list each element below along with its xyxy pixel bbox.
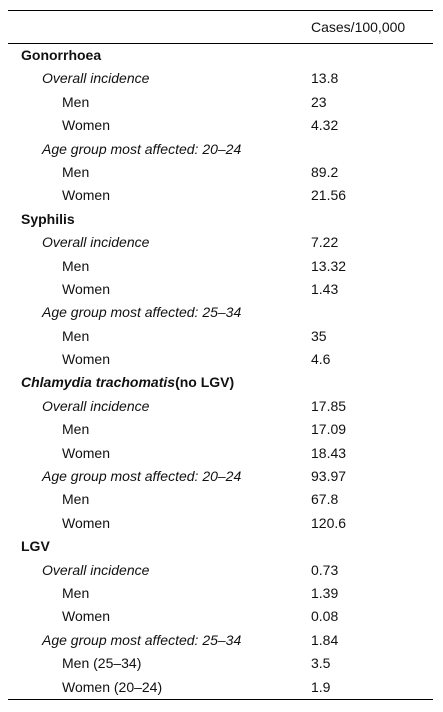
row-value: 17.85 (311, 397, 347, 414)
row-value: 21.56 (311, 187, 347, 204)
row-label: Men (62, 93, 90, 110)
row-value: 120.6 (311, 514, 347, 531)
row-label: Age group most affected: 20–24 (42, 468, 242, 485)
group-row: Age group most affected: 25–34 1.84 (8, 629, 433, 652)
section-row: Syphilis (8, 208, 433, 231)
row-label: Overall incidence (42, 397, 150, 414)
row-value: 0.73 (311, 561, 339, 578)
row-value: 4.6 (311, 351, 331, 368)
row-label: Men (62, 421, 90, 438)
row-value: 1.39 (311, 584, 339, 601)
group-row: Overall incidence 17.85 (8, 395, 433, 418)
row-value: 93.97 (311, 468, 347, 485)
row-value: 13.8 (311, 70, 339, 87)
row-value: 7.22 (311, 234, 339, 251)
sub-row: Women 4.6 (8, 348, 433, 371)
title-part: (no LGV) (175, 374, 235, 391)
row-value: 89.2 (311, 163, 339, 180)
row-label: Overall incidence (42, 234, 150, 251)
sub-row: Women 0.08 (8, 605, 433, 628)
group-row: Age group most affected: 25–34 (8, 301, 433, 324)
row-label: Men (62, 491, 90, 508)
row-label: Women (62, 117, 110, 134)
row-label: Overall incidence (42, 561, 150, 578)
section-row: Chlamydia trachomatis(no LGV) (8, 371, 433, 394)
table: Cases/100,000 Gonorrhoea Overall incidenc… (8, 10, 433, 700)
row-label: Women (62, 444, 110, 461)
row-label: Syphilis (21, 210, 75, 227)
row-label: Women (62, 187, 110, 204)
sub-row: Women 1.43 (8, 278, 433, 301)
group-row: Overall incidence 0.73 (8, 559, 433, 582)
row-value: 17.09 (311, 421, 347, 438)
row-value: 3.5 (311, 655, 331, 672)
row-label: LGV (21, 538, 50, 555)
row-value: 1.84 (311, 631, 339, 648)
row-label: Women (20–24) (62, 678, 163, 695)
sub-row: Women 21.56 (8, 184, 433, 207)
row-label: Men (62, 584, 90, 601)
row-label: Gonorrhoea (21, 47, 102, 63)
row-value: 4.32 (311, 117, 339, 134)
row-value: 23 (311, 93, 327, 110)
row-value: 1.43 (311, 280, 339, 297)
row-value: 67.8 (311, 491, 339, 508)
title-part: Chlamydia trachomatis (21, 374, 176, 391)
sub-row: Men 1.39 (8, 582, 433, 605)
sub-row: Men 23 (8, 91, 433, 114)
row-label: Women (62, 514, 110, 531)
section-row: Gonorrhoea (8, 44, 433, 67)
row-label: Men (25–34) (62, 655, 142, 672)
sub-row: Women 120.6 (8, 512, 433, 535)
header-row: Cases/100,000 (8, 11, 433, 44)
sub-row: Men 35 (8, 325, 433, 348)
row-label: Overall incidence (42, 70, 150, 87)
group-row: Age group most affected: 20–24 (8, 138, 433, 161)
row-label: Age group most affected: 20–24 (42, 140, 242, 157)
section-row: LGV (8, 535, 433, 558)
sub-row: Men 17.09 (8, 418, 433, 441)
row-label: Men (62, 163, 90, 180)
row-value: 13.32 (311, 257, 347, 274)
row-label: Age group most affected: 25–34 (42, 304, 242, 321)
row-label: Chlamydia trachomatis(no LGV) (21, 371, 234, 394)
sub-row: Men 67.8 (8, 488, 433, 511)
row-label: Men (62, 327, 90, 344)
sub-row: Men 13.32 (8, 255, 433, 278)
group-row: Age group most affected: 20–24 93.97 (8, 465, 433, 488)
row-value: 0.08 (311, 608, 339, 625)
sub-row: Women (20–24) 1.9 (8, 676, 433, 699)
row-label: Age group most affected: 25–34 (42, 631, 242, 648)
row-value: 35 (311, 327, 327, 344)
row-value: 1.9 (311, 678, 331, 695)
row-label: Women (62, 351, 110, 368)
row-label: Men (62, 257, 90, 274)
row-value: 18.43 (311, 444, 347, 461)
sub-row: Women 4.32 (8, 114, 433, 137)
group-row: Overall incidence 7.22 (8, 231, 433, 254)
row-label: Women (62, 608, 110, 625)
group-row: Overall incidence 13.8 (8, 67, 433, 90)
column-header: Cases/100,000 (311, 19, 406, 35)
row-label: Women (62, 280, 110, 297)
sub-row: Men (25–34) 3.5 (8, 652, 433, 675)
sub-row: Women 18.43 (8, 442, 433, 465)
sub-row: Men 89.2 (8, 161, 433, 184)
